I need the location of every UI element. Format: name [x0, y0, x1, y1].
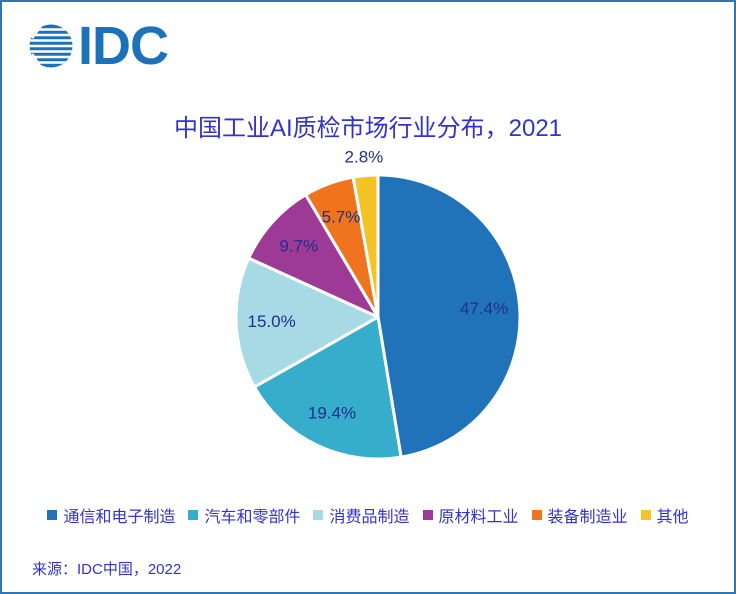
legend-item-4: 原材料工业 — [422, 503, 519, 527]
pie-label-1: 47.4% — [460, 299, 508, 318]
pie-slice-4 — [247, 193, 380, 319]
legend-item-5: 装备制造业 — [531, 503, 628, 527]
pie-label-3: 15.0% — [247, 312, 295, 331]
legend-item-label: 通信和电子制造 — [63, 509, 176, 526]
legend-item-label: 其他 — [656, 509, 689, 526]
legend-swatch-icon — [640, 510, 651, 520]
source-note: 来源：IDC中国，2022 — [32, 561, 182, 578]
idc-logo-text: IDC — [78, 16, 169, 76]
legend-item-label: 汽车和零部件 — [204, 509, 301, 526]
legend-item-label: 装备制造业 — [547, 509, 628, 526]
legend-swatch-icon — [422, 510, 433, 520]
legend-item-1: 通信和电子制造 — [47, 503, 175, 527]
idc-logo: IDC — [29, 16, 169, 76]
legend-item-2: 汽车和零部件 — [188, 503, 300, 527]
pie-slice-2 — [252, 315, 403, 461]
legend-item-6: 其他 — [640, 503, 689, 527]
legend-item-label: 消费品制造 — [329, 509, 410, 526]
legend-swatch-icon — [313, 510, 324, 520]
legend-swatch-icon — [188, 510, 199, 520]
pie-slice-1 — [376, 173, 522, 459]
pie-slice-3 — [234, 256, 380, 389]
idc-globe-icon — [29, 24, 73, 68]
legend-item-label: 原材料工业 — [438, 509, 519, 526]
legend-item-3: 消费品制造 — [313, 503, 410, 527]
pie-label-4: 9.7% — [279, 236, 318, 255]
legend-swatch-icon — [531, 510, 542, 520]
pie-label-2: 19.4% — [308, 404, 356, 423]
pie-label-6: 2.8% — [345, 148, 384, 167]
pie-slice-6 — [351, 173, 380, 319]
chart-title: 中国工业AI质检市场行业分布，2021 — [173, 115, 563, 142]
pie-label-5: 5.7% — [322, 208, 361, 227]
legend-swatch-icon — [47, 510, 58, 520]
chart-legend: 通信和电子制造 汽车和零部件 消费品制造 原材料工业 装备制造业 其他 — [2, 503, 734, 527]
